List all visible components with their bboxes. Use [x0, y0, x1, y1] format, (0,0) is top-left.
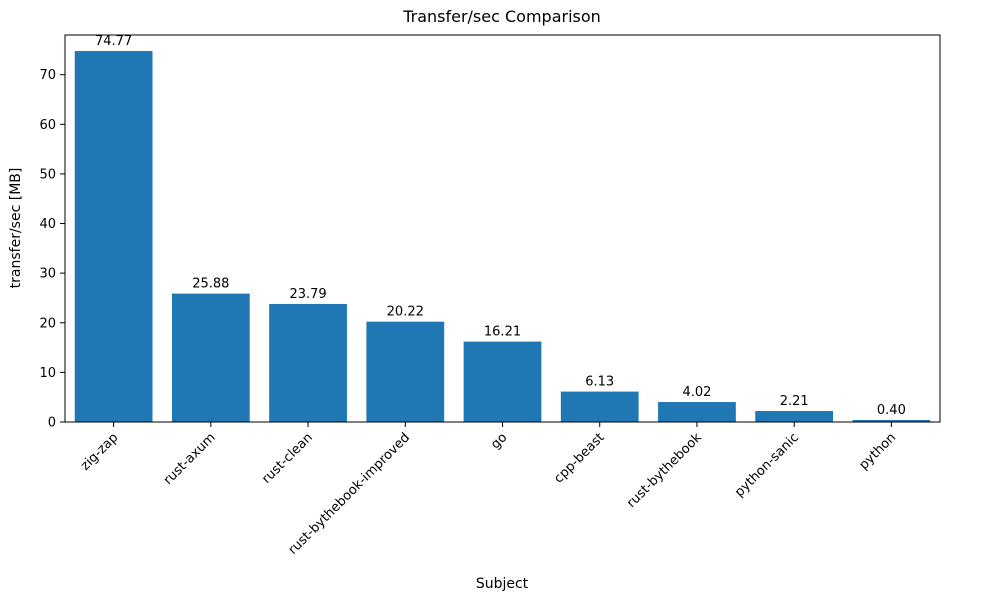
y-tick-label: 0	[48, 416, 56, 431]
chart-title: Transfer/sec Comparison	[402, 7, 601, 26]
y-tick-label: 40	[39, 217, 56, 232]
bar	[755, 411, 834, 422]
bar	[171, 293, 250, 422]
x-tick-label: rust-clean	[259, 430, 316, 487]
x-tick-label: go	[488, 430, 510, 452]
bar	[560, 391, 639, 422]
bar-value-label: 0.40	[877, 403, 906, 418]
x-tick-label: zig-zap	[78, 430, 121, 473]
x-tick-label: rust-bythebook	[624, 430, 705, 511]
y-tick-label: 30	[39, 267, 56, 282]
bar-value-label: 23.79	[289, 287, 326, 302]
bar-value-label: 74.77	[95, 34, 132, 49]
y-axis-label: transfer/sec [MB]	[8, 168, 24, 289]
bar-value-label: 25.88	[192, 277, 229, 292]
bar-value-label: 20.22	[387, 305, 424, 320]
bar-value-label: 6.13	[585, 375, 614, 390]
bar	[852, 420, 931, 422]
x-axis-label: Subject	[476, 576, 529, 592]
bar	[463, 341, 542, 422]
y-tick-label: 60	[39, 118, 56, 133]
y-tick-label: 20	[39, 316, 56, 331]
y-tick-label: 50	[39, 167, 56, 182]
x-tick-label: python	[856, 430, 899, 473]
bar	[74, 51, 153, 423]
y-tick-label: 70	[39, 68, 56, 83]
bar	[269, 303, 347, 422]
x-tick-label: python-sanic	[732, 430, 802, 500]
bar	[658, 402, 736, 422]
bar-value-label: 16.21	[484, 325, 521, 340]
bar-value-label: 2.21	[780, 394, 809, 409]
x-tick-label: rust-axum	[161, 430, 219, 488]
x-tick-label: cpp-beast	[551, 430, 607, 486]
plot-area: 0 10 20 30 40 50 60 70 74.77 zig-zap 25.88 rust-axu…	[39, 34, 941, 558]
y-tick-label: 10	[39, 366, 56, 381]
bar-value-label: 4.02	[682, 385, 711, 400]
plot-frame	[64, 34, 941, 423]
bar	[366, 321, 445, 422]
